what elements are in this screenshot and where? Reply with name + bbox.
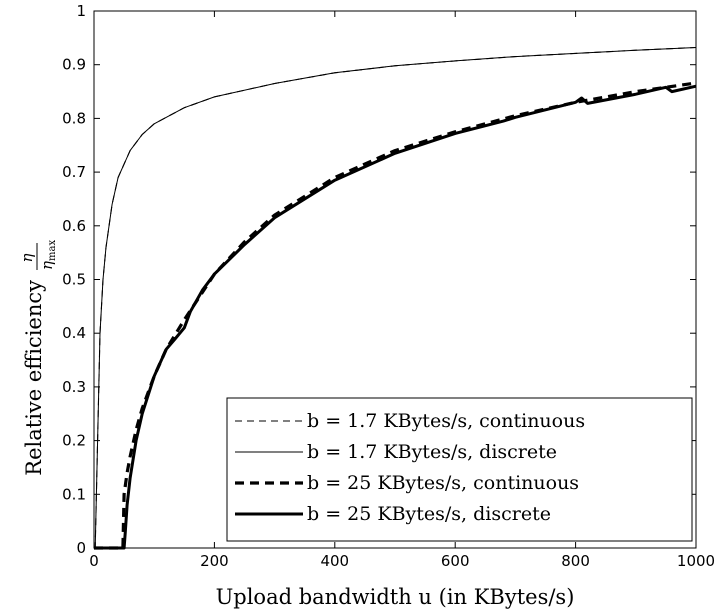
ticks-layer: 0 200 400 600 800 1000 0 0.1 0.2 0.3 0.4 0.5 0.6 0.7 0… [62,2,715,570]
x-tick-label: 200 [200,552,229,570]
y-tick-label: 0.4 [62,324,86,342]
legend-label-1: b = 1.7 KBytes/s, continuous [307,410,585,432]
series-layer [94,46,697,550]
x-tick-label: 600 [441,552,470,570]
series-line-2 [94,47,697,549]
y-tick-label: 0.6 [62,217,86,235]
y-axis-fraction-numerator: η [18,254,36,263]
y-tick-label: 0.7 [62,163,86,181]
y-tick-label: 0.9 [62,56,86,74]
x-tick-label: 400 [320,552,349,570]
legend-label-3: b = 25 KBytes/s, continuous [307,472,579,494]
y-axis-title-text: Relative efficiency [22,280,46,476]
y-tick-label: 0.5 [62,271,86,289]
legend-label-4: b = 25 KBytes/s, discrete [307,503,551,525]
series-line-4 [94,84,697,550]
series-line-3 [94,81,697,550]
x-axis-title: Upload bandwidth u (in KBytes/s) [216,585,575,609]
y-axis-fraction-denominator-symbol: η [38,261,56,270]
legend-label-2: b = 1.7 KBytes/s, discrete [307,441,557,463]
x-tick-label: 800 [561,552,590,570]
y-tick-label: 0.3 [62,378,86,396]
y-tick-label: 0 [76,539,86,557]
y-tick-label: 0.1 [62,485,86,503]
y-tick-label: 0.8 [62,109,86,127]
y-axis-fraction-denominator: ηmax [38,240,58,270]
y-axis-fraction-denominator-subscript: max [47,240,58,261]
legend: b = 1.7 KBytes/s, continuous b = 1.7 KByt… [226,397,693,542]
legend-box [226,397,693,542]
y-tick-label: 0.2 [62,432,86,450]
x-tick-label: 1000 [677,552,715,570]
y-tick-label: 1 [76,2,86,20]
y-axis-title: Relative efficiency η ηmax [18,240,58,476]
x-tick-label: 0 [89,552,99,570]
